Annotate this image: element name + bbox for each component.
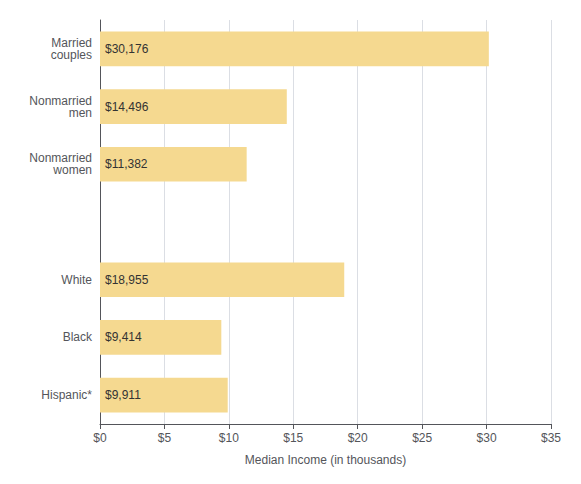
svg-text:$5: $5 xyxy=(158,431,172,445)
svg-text:Nonmarried: Nonmarried xyxy=(29,93,92,108)
svg-text:Black: Black xyxy=(63,330,93,344)
svg-text:Median Income (in thousands): Median Income (in thousands) xyxy=(245,453,406,467)
svg-text:$11,382: $11,382 xyxy=(105,157,148,171)
svg-text:$25: $25 xyxy=(412,431,432,445)
svg-text:$35: $35 xyxy=(541,431,561,445)
svg-text:couples: couples xyxy=(51,48,92,62)
svg-text:$18,955: $18,955 xyxy=(105,273,149,287)
svg-text:White: White xyxy=(61,273,92,287)
svg-text:$14,496: $14,496 xyxy=(105,100,149,114)
svg-text:$10: $10 xyxy=(219,431,239,445)
svg-text:Nonmarried: Nonmarried xyxy=(29,151,92,166)
svg-text:$9,414: $9,414 xyxy=(105,330,142,344)
svg-text:$9,911: $9,911 xyxy=(105,388,141,402)
svg-text:$0: $0 xyxy=(93,431,107,445)
svg-text:$15: $15 xyxy=(283,431,303,445)
svg-text:Hispanic*: Hispanic* xyxy=(41,388,92,402)
svg-text:men: men xyxy=(69,106,92,120)
svg-text:$30: $30 xyxy=(477,431,497,445)
svg-text:$30,176: $30,176 xyxy=(105,42,149,56)
svg-text:Married: Married xyxy=(51,35,92,50)
svg-text:women: women xyxy=(52,163,92,177)
svg-text:$20: $20 xyxy=(348,431,368,445)
